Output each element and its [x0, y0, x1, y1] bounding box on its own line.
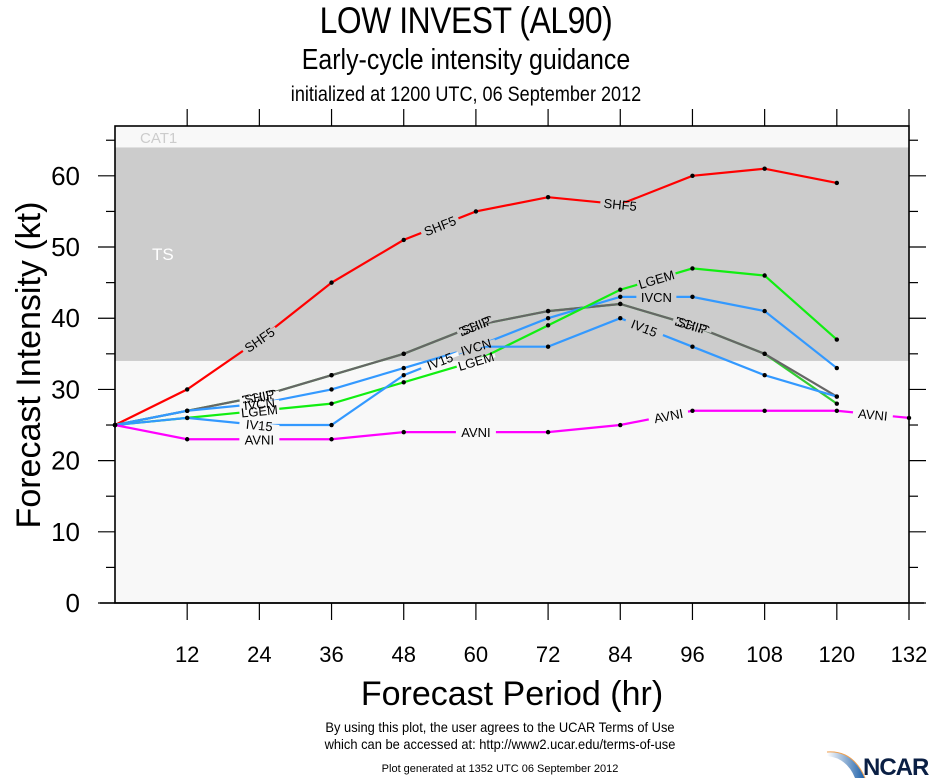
data-point-ivcn [545, 316, 551, 321]
series-label-lgem: LGEM [239, 402, 280, 421]
data-point-ship [545, 308, 551, 314]
x-tick-label: 36 [319, 642, 343, 667]
series-label-shf5: SHF5 [600, 196, 641, 214]
x-tick-label: 108 [746, 642, 783, 667]
band-cat1 [115, 126, 909, 148]
data-point-ivcn [834, 365, 840, 371]
series-label-avni: AVNI [852, 406, 894, 424]
ncar-logo: NCAR [825, 748, 930, 781]
x-tick-label: 24 [247, 642, 271, 667]
data-point-ivcn [618, 294, 623, 300]
x-tick-label: 84 [608, 642, 632, 667]
terms-line-2[interactable]: which can be accessed at: http://www2.uc… [324, 736, 676, 752]
svg-text:IV15: IV15 [245, 417, 273, 435]
data-point-iv15 [762, 372, 767, 378]
x-tick-label: 60 [464, 642, 488, 667]
data-point-avni [545, 429, 551, 435]
data-point-shf5 [834, 180, 840, 186]
data-point-lgem [545, 323, 551, 328]
data-point-avni [762, 408, 767, 413]
data-point-shf5 [401, 237, 406, 243]
y-tick-label: 0 [66, 588, 80, 618]
data-point-shf5 [690, 173, 695, 179]
data-point-iv15 [545, 344, 551, 349]
series-label-ivcn: IVCN [636, 290, 677, 305]
data-point-lgem [762, 273, 767, 278]
data-point-lgem [401, 380, 406, 385]
svg-text:IVCN: IVCN [641, 290, 672, 305]
chart-title: LOW INVEST (AL90) [319, 0, 613, 41]
data-point-iv15 [834, 394, 840, 399]
data-point-ship [401, 351, 406, 357]
data-point-lgem [618, 287, 623, 292]
data-point-shf5 [762, 166, 767, 171]
data-point-avni [401, 429, 406, 435]
data-point-avni [184, 437, 190, 442]
x-tick-label: 48 [391, 642, 415, 667]
data-point-ship [618, 301, 623, 307]
data-point-avni [690, 408, 695, 413]
svg-text:AVNI: AVNI [245, 432, 274, 447]
series-label-avni: AVNI [239, 432, 280, 447]
y-tick-label: 30 [51, 374, 80, 404]
y-tick-label: 20 [51, 446, 80, 476]
svg-text:AVNI: AVNI [653, 406, 685, 426]
data-point-ivcn [401, 365, 406, 371]
x-tick-label: 12 [175, 642, 199, 667]
data-point-iv15 [690, 344, 695, 349]
data-point-lgem [690, 266, 695, 271]
series-label-avni: AVNI [455, 425, 496, 440]
band-label-cat1: CAT1 [140, 130, 177, 147]
y-tick-label: 60 [51, 161, 80, 191]
terms-line-1: By using this plot, the user agrees to t… [325, 719, 675, 735]
y-tick-label: 40 [51, 303, 80, 333]
data-point-ship [762, 351, 767, 357]
data-point-iv15 [329, 422, 334, 428]
x-tick-label: 72 [536, 642, 560, 667]
data-point-lgem [329, 401, 334, 406]
chart-subtitle: Early-cycle intensity guidance [301, 44, 631, 76]
svg-text:AVNI: AVNI [857, 406, 888, 424]
data-point-ivcn [184, 408, 190, 413]
data-point-iv15 [401, 372, 406, 378]
data-point-iv15 [184, 415, 190, 421]
x-axis-label: Forecast Period (hr) [361, 675, 663, 713]
series-label-avni: AVNI [648, 406, 689, 426]
init-time: initialized at 1200 UTC, 06 September 20… [290, 83, 642, 106]
band-ts [115, 147, 909, 361]
data-point-ivcn [329, 387, 334, 392]
generated-time: Plot generated at 1352 UTC 06 September … [381, 763, 619, 775]
data-point-iv15 [618, 316, 623, 321]
y-tick-label: 10 [51, 517, 80, 547]
data-point-ship [329, 372, 334, 378]
svg-text:AVNI: AVNI [461, 425, 490, 440]
data-point-dshp [834, 401, 840, 406]
data-point-avni [834, 408, 840, 413]
svg-text:SHF5: SHF5 [603, 196, 638, 214]
x-tick-label: 96 [680, 642, 704, 667]
data-point-ivcn [690, 294, 695, 300]
data-point-lgem [834, 337, 840, 342]
y-axis-label: Forecast Intensity (kt) [10, 202, 48, 529]
data-point-shf5 [184, 387, 190, 392]
x-tick-label: 132 [891, 642, 928, 667]
data-point-ivcn [762, 308, 767, 314]
series-label-iv15: IV15 [239, 417, 280, 435]
data-point-avni [618, 422, 623, 428]
y-tick-label: 50 [51, 232, 80, 262]
data-point-shf5 [329, 280, 334, 285]
data-point-shf5 [473, 209, 479, 214]
data-point-shf5 [545, 194, 551, 200]
svg-text:LGEM: LGEM [240, 402, 278, 421]
data-point-avni [329, 437, 334, 442]
band-label-ts: TS [152, 245, 174, 264]
x-tick-label: 120 [818, 642, 855, 667]
ncar-logo-text: NCAR [863, 754, 929, 781]
ncar-swoosh-icon [826, 751, 866, 779]
